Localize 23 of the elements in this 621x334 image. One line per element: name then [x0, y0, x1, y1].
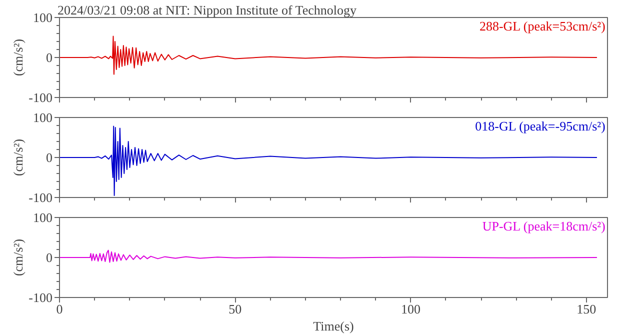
line-series: [60, 250, 598, 263]
y-tick-label: -100: [28, 290, 53, 305]
y-axis-title: (cm/s²): [10, 238, 26, 276]
y-axis-title: (cm/s²): [10, 38, 26, 76]
y-tick-label: 100: [33, 210, 52, 225]
annotation: 288-GL (peak=53cm/s²): [479, 18, 606, 34]
y-tick-label: 0: [46, 250, 52, 265]
x-axis-title: Time(s): [313, 318, 354, 334]
y-tick-label: -100: [28, 90, 53, 105]
x-tick-label: 0: [56, 302, 63, 316]
annotation: UP-GL (peak=18cm/s²): [482, 218, 606, 234]
line-series: [60, 36, 598, 75]
y-axis-title: (cm/s²): [10, 138, 26, 176]
chart-title: 2024/03/21 09:08 at NIT: Nippon Institute of Technology: [58, 2, 357, 18]
y-tick-label: 100: [33, 110, 52, 125]
annotation: 018-GL (peak=-95cm/s²): [475, 118, 606, 134]
x-tick-label: 150: [576, 302, 596, 316]
y-tick-label: 100: [33, 10, 52, 25]
x-tick-label: 50: [228, 302, 242, 316]
x-tick-label: 100: [401, 302, 421, 316]
y-tick-label: -100: [28, 190, 53, 205]
y-tick-label: 0: [46, 150, 52, 165]
y-tick-label: 0: [46, 50, 52, 65]
